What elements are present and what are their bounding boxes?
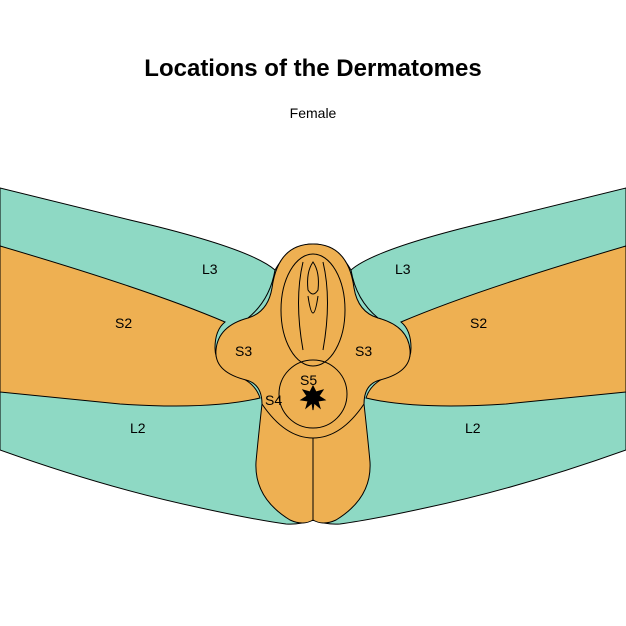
label-S3-left: S3	[235, 343, 252, 359]
label-S2-right: S2	[470, 315, 487, 331]
label-L3-left: L3	[202, 261, 218, 277]
dermatome-diagram	[0, 0, 626, 626]
label-S4: S4	[265, 392, 282, 408]
label-S2-left: S2	[115, 315, 132, 331]
label-L2-right: L2	[465, 420, 481, 436]
label-S3-right: S3	[355, 343, 372, 359]
label-L2-left: L2	[130, 420, 146, 436]
label-L3-right: L3	[395, 261, 411, 277]
label-S5: S5	[300, 372, 317, 388]
